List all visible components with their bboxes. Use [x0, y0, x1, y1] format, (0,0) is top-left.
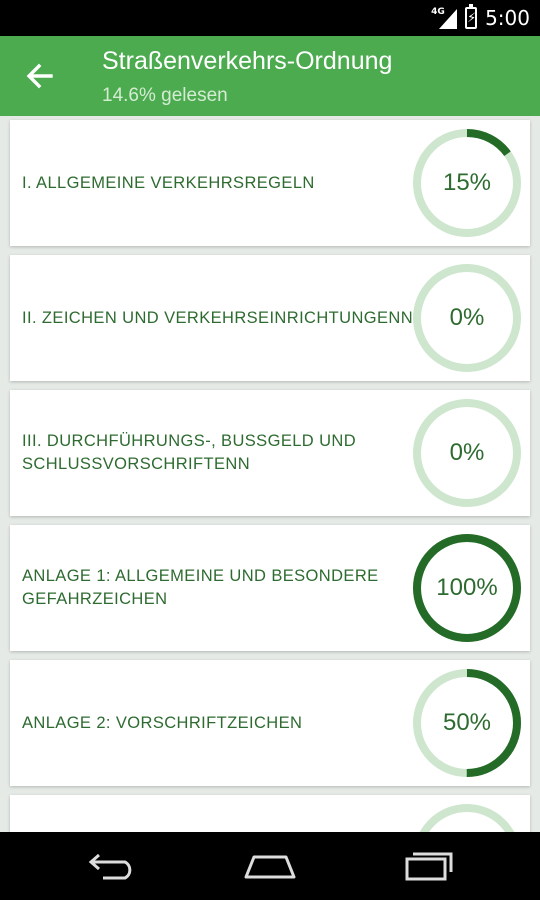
arrow-left-icon: [26, 63, 53, 89]
status-bar: 4G ⚡ 5:00: [0, 0, 540, 36]
nav-home-button[interactable]: [225, 832, 315, 900]
section-card[interactable]: III. DURCHFÜHRUNGS-, BUSSGELD UND SCHLUS…: [10, 390, 530, 516]
progress-ring: [419, 804, 515, 832]
section-card[interactable]: ANLAGE 2: VORSCHRIFTZEICHEN 50%: [10, 660, 530, 786]
signal-icon: 4G: [431, 7, 458, 29]
status-time: 5:00: [485, 6, 530, 30]
progress-percent: 50%: [442, 709, 492, 736]
section-list[interactable]: I. ALLGEMEINE VERKEHRSREGELN 15% II. ZEICH…: [0, 116, 540, 832]
progress-percent: 0%: [449, 439, 485, 466]
progress-percent: 100%: [436, 574, 498, 601]
progress-percent: 15%: [442, 169, 492, 196]
section-title: [22, 795, 414, 832]
nav-back-button[interactable]: [68, 832, 158, 900]
progress-ring: [413, 534, 521, 642]
status-icons: 4G ⚡ 5:00: [431, 0, 530, 36]
battery-charging-icon: ⚡: [465, 4, 478, 29]
read-progress-subtitle: 14.6% gelesen: [102, 85, 228, 106]
section-card[interactable]: [10, 795, 530, 832]
network-type-label: 4G: [431, 7, 445, 17]
section-card[interactable]: II. ZEICHEN UND VERKEHRSEINRICHTUNGENN 0%: [10, 255, 530, 381]
page-title: Straßenverkehrs-Ordnung: [102, 47, 393, 75]
section-title: ANLAGE 2: VORSCHRIFTZEICHEN: [22, 713, 303, 732]
section-card[interactable]: I. ALLGEMEINE VERKEHRSREGELN 15%: [10, 120, 530, 246]
app-bar: Straßenverkehrs-Ordnung 14.6% gelesen: [0, 36, 540, 116]
progress-ring: [413, 129, 521, 237]
progress-percent: [412, 803, 522, 832]
progress-percent: 0%: [449, 304, 485, 331]
progress-ring-track: [413, 264, 521, 372]
progress-ring: [413, 669, 521, 777]
back-button[interactable]: [18, 54, 62, 98]
back-nav-icon: [88, 853, 132, 880]
progress-ring-fill: [413, 534, 521, 642]
progress-ring: [413, 264, 521, 372]
section-title: I. ALLGEMEINE VERKEHRSREGELN: [22, 173, 315, 192]
progress-ring-fill: [413, 129, 521, 237]
progress-ring-track: [413, 399, 521, 507]
section-title: ANLAGE 1: ALLGEMEINE UND BESONDERE GEFAH…: [22, 567, 379, 608]
recent-apps-icon: [405, 852, 453, 881]
nav-recents-button[interactable]: [384, 832, 474, 900]
section-title: II. ZEICHEN UND VERKEHRSEINRICHTUNGENN: [22, 308, 414, 327]
progress-ring-fill: [413, 669, 521, 777]
home-nav-icon: [244, 855, 296, 879]
progress-ring: [413, 399, 521, 507]
navigation-bar: [0, 832, 540, 900]
progress-ring-track: [419, 804, 515, 832]
section-card[interactable]: ANLAGE 1: ALLGEMEINE UND BESONDERE GEFAH…: [10, 525, 530, 651]
section-title: III. DURCHFÜHRUNGS-, BUSSGELD UND SCHLUS…: [22, 432, 357, 473]
